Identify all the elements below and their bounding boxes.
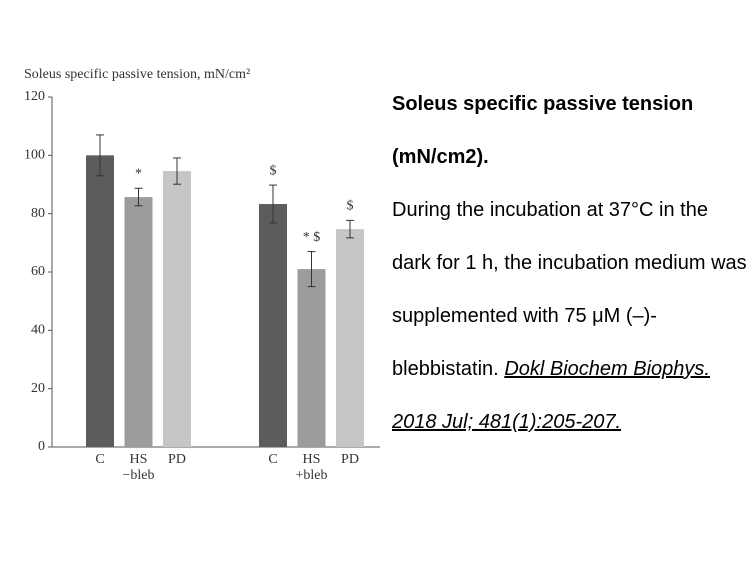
significance-mark: $ bbox=[347, 199, 354, 214]
bar bbox=[259, 204, 287, 447]
body-text: During the incubation at 37°C in the dar… bbox=[392, 199, 747, 380]
x-tick-label: PD bbox=[341, 452, 359, 467]
y-tick-label: 120 bbox=[24, 89, 45, 104]
bar bbox=[86, 155, 114, 448]
y-tick-label: 40 bbox=[31, 323, 45, 338]
x-tick-label: C bbox=[95, 452, 104, 467]
y-tick-label: 60 bbox=[31, 264, 45, 279]
group-label: −bleb bbox=[123, 468, 155, 483]
citation-link[interactable]: Dokl Biochem Biophys. 2018 Jul; 481(1):2… bbox=[392, 358, 710, 433]
bar bbox=[163, 171, 191, 448]
group-label: +bleb bbox=[296, 468, 328, 483]
chart-title: Soleus specific passive tension, mN/cm² bbox=[24, 67, 250, 82]
x-tick-label: C bbox=[268, 452, 277, 467]
description: Soleus specific passive tension (mN/cm2)… bbox=[392, 78, 748, 449]
chart: Soleus specific passive tension, mN/cm² … bbox=[24, 67, 380, 483]
x-tick-label: PD bbox=[168, 452, 186, 467]
significance-mark: $ bbox=[270, 163, 277, 178]
x-tick-label: HS bbox=[130, 452, 148, 467]
significance-mark: * bbox=[135, 167, 142, 182]
x-tick-label: HS bbox=[303, 452, 321, 467]
y-tick-label: 80 bbox=[31, 206, 45, 221]
bar bbox=[336, 229, 364, 447]
y-tick-label: 0 bbox=[38, 439, 45, 454]
y-tick-label: 100 bbox=[24, 148, 45, 163]
significance-mark: * $ bbox=[303, 230, 321, 245]
bar bbox=[297, 269, 326, 447]
heading: Soleus specific passive tension (mN/cm2)… bbox=[392, 93, 694, 168]
bar bbox=[124, 197, 153, 447]
y-tick-label: 20 bbox=[31, 381, 45, 396]
